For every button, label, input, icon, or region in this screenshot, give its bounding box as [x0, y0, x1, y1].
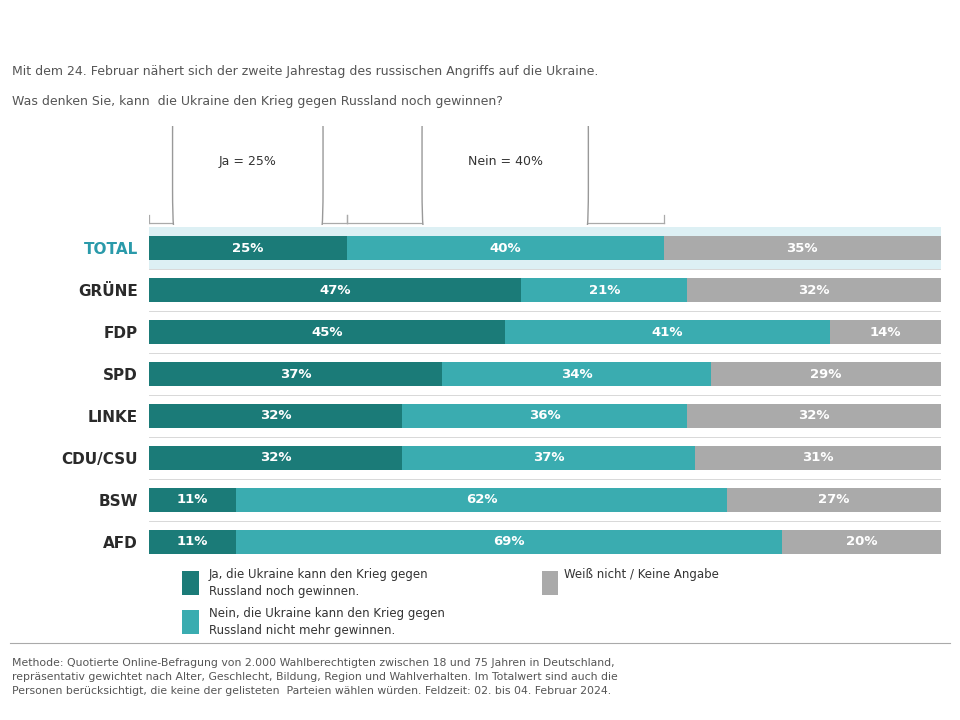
Text: 11%: 11% — [177, 493, 208, 506]
Text: Mit dem 24. Februar nähert sich der zweite Jahrestag des russischen Angriffs auf: Mit dem 24. Februar nähert sich der zwei… — [12, 65, 599, 78]
Bar — [727, 487, 941, 512]
Bar — [149, 227, 941, 269]
Text: 37%: 37% — [533, 451, 564, 464]
Text: Ja = 25%: Ja = 25% — [219, 155, 276, 168]
Text: 21%: 21% — [588, 284, 620, 297]
Text: 32%: 32% — [799, 410, 829, 423]
Text: 11%: 11% — [177, 536, 208, 549]
Bar — [236, 487, 727, 512]
Bar — [149, 487, 236, 512]
Text: 27%: 27% — [818, 493, 850, 506]
Bar — [541, 571, 559, 595]
Text: Nein = 40%: Nein = 40% — [468, 155, 542, 168]
Bar — [521, 278, 687, 302]
Bar — [149, 236, 347, 260]
Text: Nein, die Ukraine kann den Krieg gegen
Russland nicht mehr gewinnen.: Nein, die Ukraine kann den Krieg gegen R… — [208, 607, 444, 637]
Text: Ipsos: Ipsos — [873, 694, 913, 708]
FancyBboxPatch shape — [173, 84, 323, 240]
Bar — [182, 571, 199, 595]
Text: ●: ● — [884, 663, 901, 683]
Bar — [182, 610, 199, 634]
Text: 34%: 34% — [561, 367, 592, 380]
Text: Ukraine-Krieg:  Deutsche zweifeln am Sieg der Ukraine: Ukraine-Krieg: Deutsche zweifeln am Sieg… — [12, 16, 831, 42]
Text: Weiß nicht / Keine Angabe: Weiß nicht / Keine Angabe — [564, 568, 719, 581]
Bar — [149, 446, 402, 470]
Text: Was denken Sie, kann  die Ukraine den Krieg gegen Russland noch gewinnen?: Was denken Sie, kann die Ukraine den Kri… — [12, 95, 503, 109]
Text: 37%: 37% — [279, 367, 311, 380]
Bar — [149, 530, 236, 554]
Text: 32%: 32% — [260, 451, 291, 464]
Text: 47%: 47% — [319, 284, 350, 297]
Text: 25%: 25% — [232, 242, 263, 255]
Bar — [695, 446, 941, 470]
FancyBboxPatch shape — [422, 84, 588, 240]
Text: 40%: 40% — [490, 242, 521, 255]
Text: 45%: 45% — [311, 325, 343, 338]
Text: 32%: 32% — [799, 284, 829, 297]
Bar — [711, 362, 941, 386]
Bar — [347, 236, 663, 260]
Text: 35%: 35% — [786, 242, 818, 255]
Bar — [149, 362, 442, 386]
Text: Ja, die Ukraine kann den Krieg gegen
Russland noch gewinnen.: Ja, die Ukraine kann den Krieg gegen Rus… — [208, 568, 428, 598]
Bar — [149, 278, 521, 302]
Bar — [149, 404, 402, 428]
Text: 41%: 41% — [652, 325, 684, 338]
Bar — [782, 530, 941, 554]
Text: 29%: 29% — [810, 367, 842, 380]
Bar — [505, 320, 829, 344]
Bar — [149, 320, 505, 344]
Bar — [687, 404, 941, 428]
Bar — [442, 362, 711, 386]
Text: Methode: Quotierte Online-Befragung von 2.000 Wahlberechtigten zwischen 18 und 7: Methode: Quotierte Online-Befragung von … — [12, 657, 618, 696]
Bar — [402, 446, 695, 470]
Bar — [829, 320, 941, 344]
Bar — [663, 236, 941, 260]
Text: 62%: 62% — [466, 493, 497, 506]
Bar — [687, 278, 941, 302]
Text: 14%: 14% — [870, 325, 901, 338]
Text: 69%: 69% — [493, 536, 525, 549]
Bar — [402, 404, 687, 428]
Text: 31%: 31% — [803, 451, 834, 464]
Text: 36%: 36% — [529, 410, 561, 423]
Text: 32%: 32% — [260, 410, 291, 423]
Bar — [236, 530, 782, 554]
Text: 20%: 20% — [846, 536, 877, 549]
